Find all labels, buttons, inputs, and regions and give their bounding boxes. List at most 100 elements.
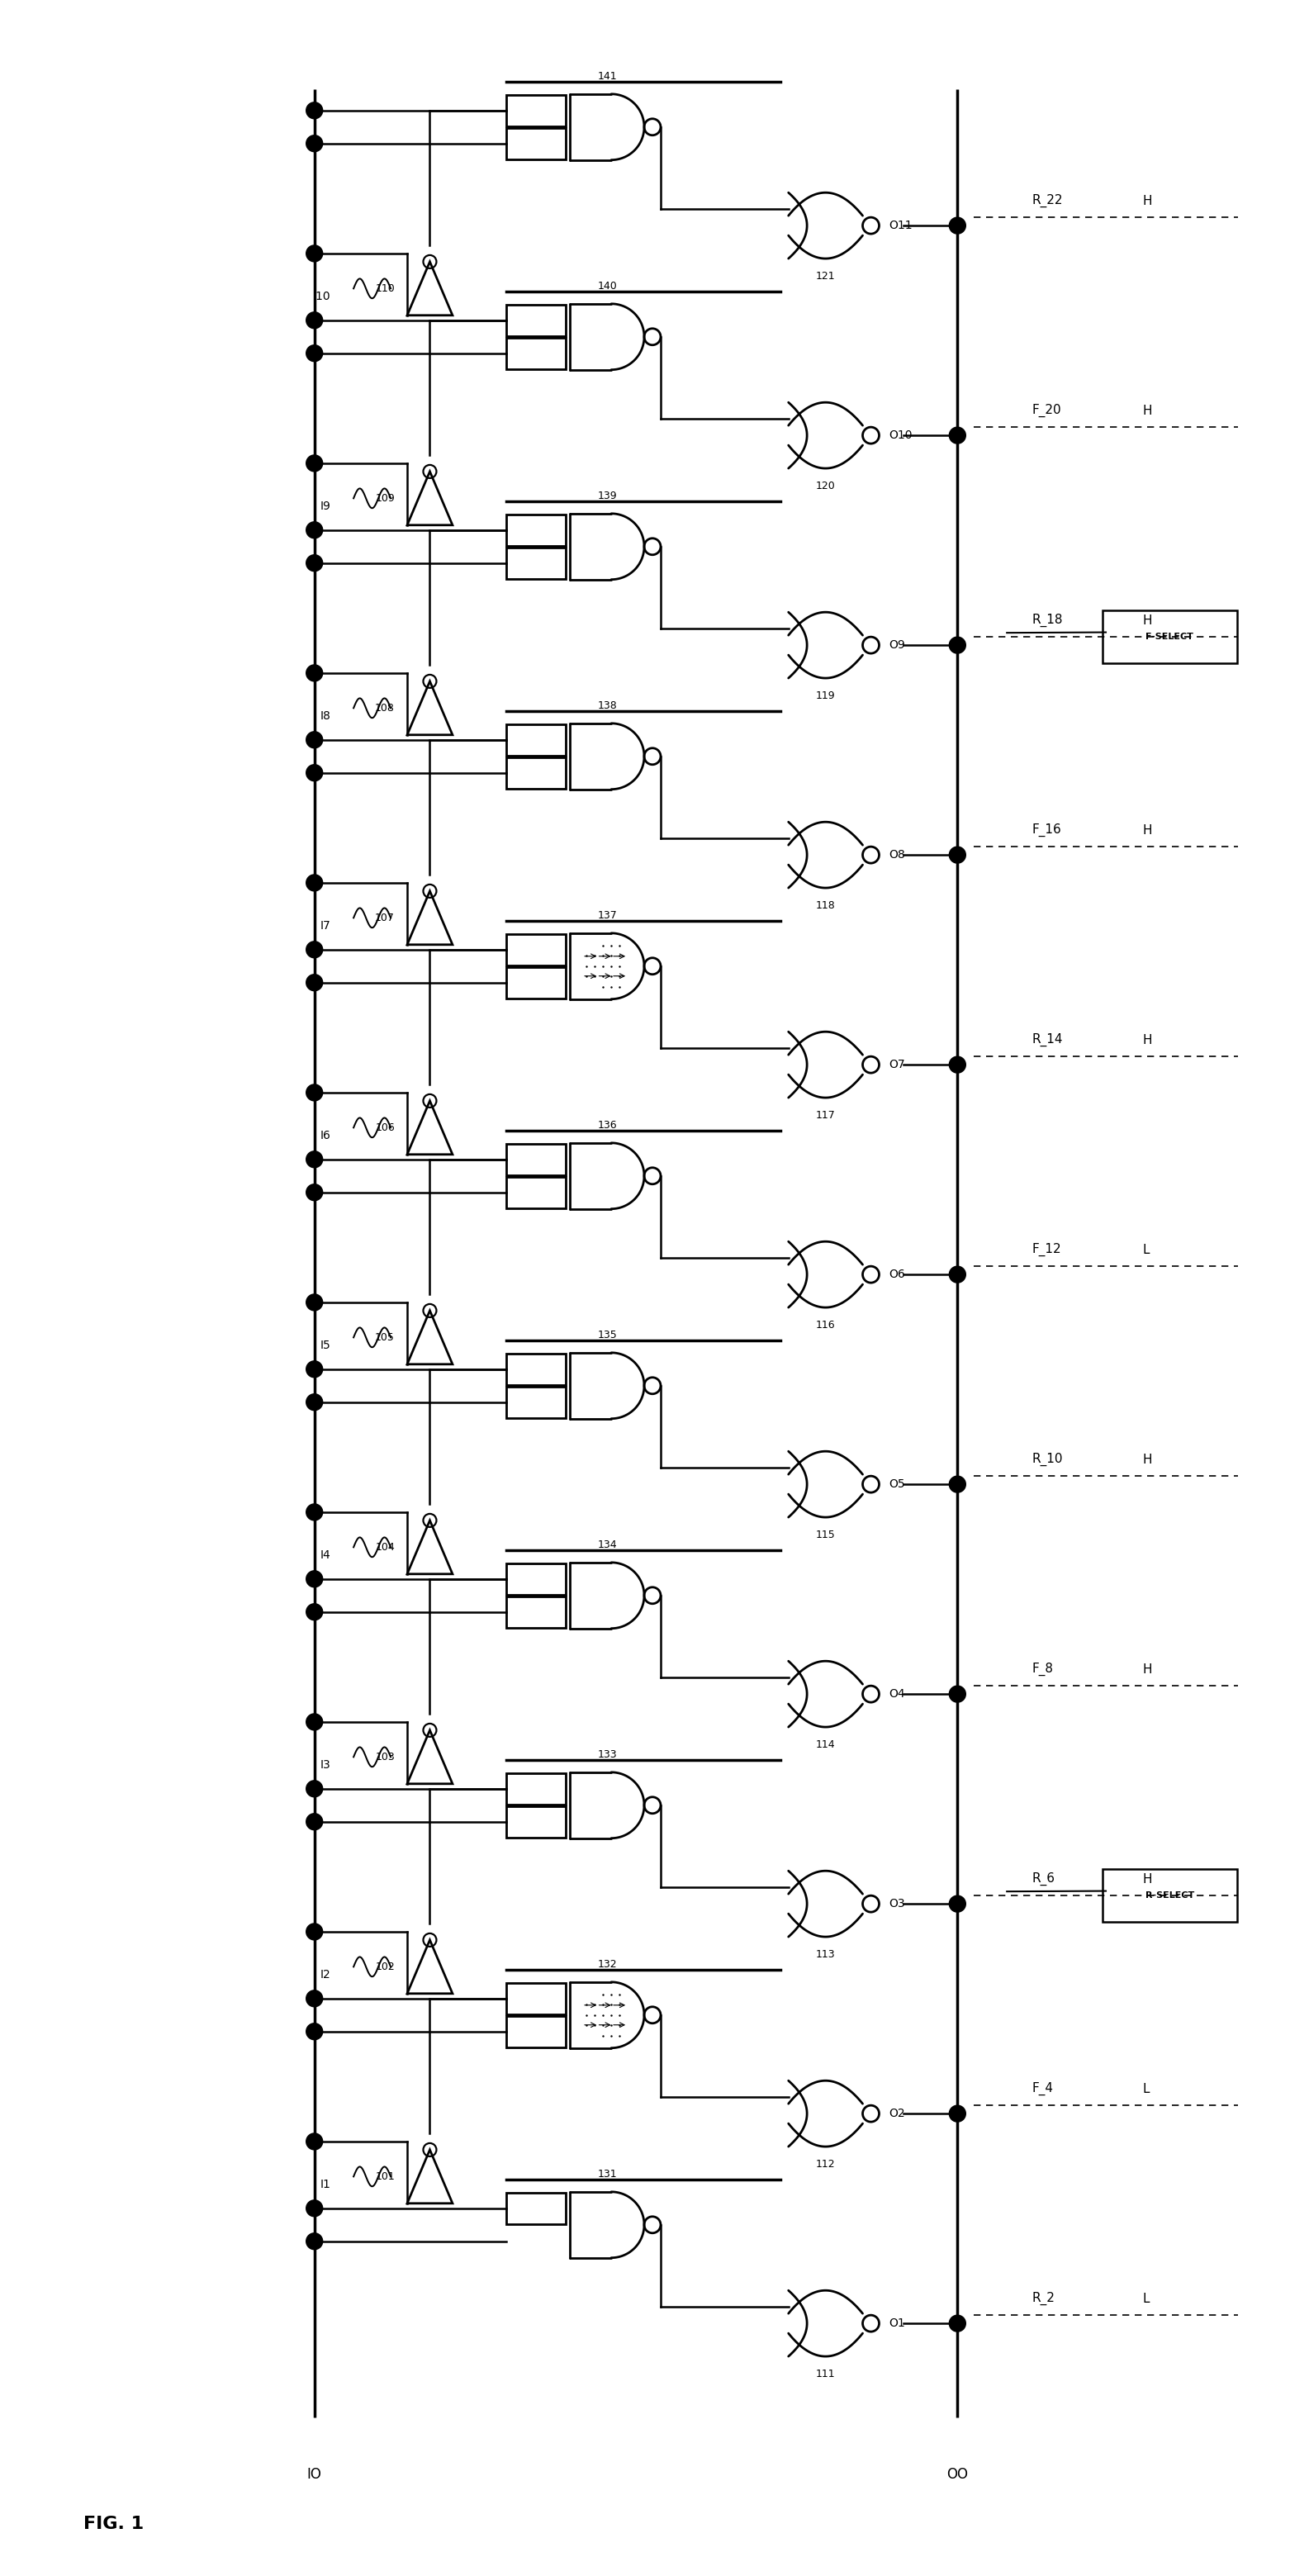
Bar (507, 515, 566, 546)
Text: F_12: F_12 (1032, 1244, 1062, 1257)
Text: 121: 121 (815, 270, 836, 281)
Text: 107: 107 (375, 912, 395, 922)
Text: R_10: R_10 (1032, 1453, 1063, 1466)
Bar (507, 724, 566, 755)
Text: H: H (1143, 1664, 1152, 1677)
Text: 111: 111 (815, 2370, 836, 2380)
Circle shape (306, 1504, 322, 1520)
Text: O6: O6 (889, 1270, 906, 1280)
Text: R_18: R_18 (1032, 613, 1063, 626)
Text: L: L (1143, 2293, 1149, 2306)
Text: O10: O10 (889, 430, 912, 440)
Text: 141: 141 (597, 72, 617, 82)
Text: F-SELECT: F-SELECT (1146, 634, 1193, 641)
Text: I1: I1 (320, 2179, 332, 2190)
Text: O3: O3 (889, 1899, 906, 1909)
Text: 109: 109 (375, 492, 395, 505)
Text: R_14: R_14 (1032, 1033, 1063, 1046)
Circle shape (306, 1185, 322, 1200)
Text: 137: 137 (597, 909, 617, 920)
Text: I10: I10 (313, 291, 332, 301)
Bar (507, 1177, 566, 1208)
Text: I4: I4 (320, 1551, 332, 1561)
Circle shape (306, 1571, 322, 1587)
Circle shape (949, 2105, 966, 2123)
Bar (507, 935, 566, 966)
Circle shape (949, 636, 966, 654)
Circle shape (306, 1814, 322, 1829)
Circle shape (306, 554, 322, 572)
Text: 101: 101 (375, 2172, 395, 2182)
Bar (507, 1772, 566, 1803)
Circle shape (949, 1896, 966, 1911)
Text: 104: 104 (375, 1543, 395, 1553)
Text: I3: I3 (320, 1759, 332, 1772)
Circle shape (306, 245, 322, 263)
Text: H: H (1143, 1033, 1152, 1046)
Text: 135: 135 (597, 1329, 617, 1340)
Text: 138: 138 (597, 701, 617, 711)
Circle shape (306, 940, 322, 958)
Text: F_4: F_4 (1032, 2081, 1053, 2094)
Circle shape (306, 1084, 322, 1100)
Circle shape (306, 974, 322, 992)
Circle shape (949, 1685, 966, 1703)
Text: IO: IO (307, 2468, 321, 2483)
Bar (507, 1984, 566, 2014)
Text: O11: O11 (889, 219, 912, 232)
Text: 117: 117 (815, 1110, 836, 1121)
Circle shape (306, 1394, 322, 1412)
Circle shape (949, 1476, 966, 1492)
Text: H: H (1143, 1873, 1152, 1886)
Text: H: H (1143, 1453, 1152, 1466)
Text: 114: 114 (815, 1739, 836, 1749)
Circle shape (306, 1605, 322, 1620)
Text: H: H (1143, 824, 1152, 837)
Circle shape (306, 1713, 322, 1731)
Text: R_22: R_22 (1032, 193, 1063, 209)
Circle shape (306, 1360, 322, 1378)
Text: OO: OO (947, 2468, 969, 2483)
Circle shape (306, 732, 322, 747)
Circle shape (306, 312, 322, 330)
Circle shape (949, 428, 966, 443)
Bar (507, 129, 566, 160)
Bar (507, 95, 566, 126)
Text: O1: O1 (889, 2318, 906, 2329)
Text: 131: 131 (597, 2169, 617, 2179)
Text: F_16: F_16 (1032, 824, 1062, 837)
Bar (507, 1352, 566, 1386)
Circle shape (306, 1293, 322, 1311)
Circle shape (306, 665, 322, 680)
Text: R_6: R_6 (1032, 1873, 1055, 1886)
Circle shape (306, 2200, 322, 2215)
Circle shape (949, 1056, 966, 1074)
Circle shape (306, 2022, 322, 2040)
Bar (507, 1386, 566, 1417)
Text: O5: O5 (889, 1479, 906, 1489)
Text: 118: 118 (815, 899, 836, 912)
Bar (507, 1564, 566, 1595)
Bar (507, 2192, 566, 2223)
Text: 116: 116 (815, 1319, 836, 1332)
Text: 106: 106 (375, 1123, 395, 1133)
Text: F_20: F_20 (1032, 404, 1062, 417)
Text: O4: O4 (889, 1687, 906, 1700)
Bar (507, 546, 566, 580)
Text: 120: 120 (815, 482, 836, 492)
Text: I7: I7 (320, 920, 332, 933)
Circle shape (306, 1924, 322, 1940)
Text: I9: I9 (320, 500, 332, 513)
Circle shape (306, 345, 322, 361)
Circle shape (306, 134, 322, 152)
Circle shape (306, 523, 322, 538)
Text: I5: I5 (320, 1340, 332, 1352)
Bar (507, 757, 566, 788)
Circle shape (949, 848, 966, 863)
Text: FIG. 1: FIG. 1 (84, 2517, 144, 2532)
Bar (507, 966, 566, 999)
Text: 140: 140 (597, 281, 617, 291)
Text: R-SELECT: R-SELECT (1146, 1891, 1195, 1899)
Text: 133: 133 (597, 1749, 617, 1759)
Bar (507, 337, 566, 368)
